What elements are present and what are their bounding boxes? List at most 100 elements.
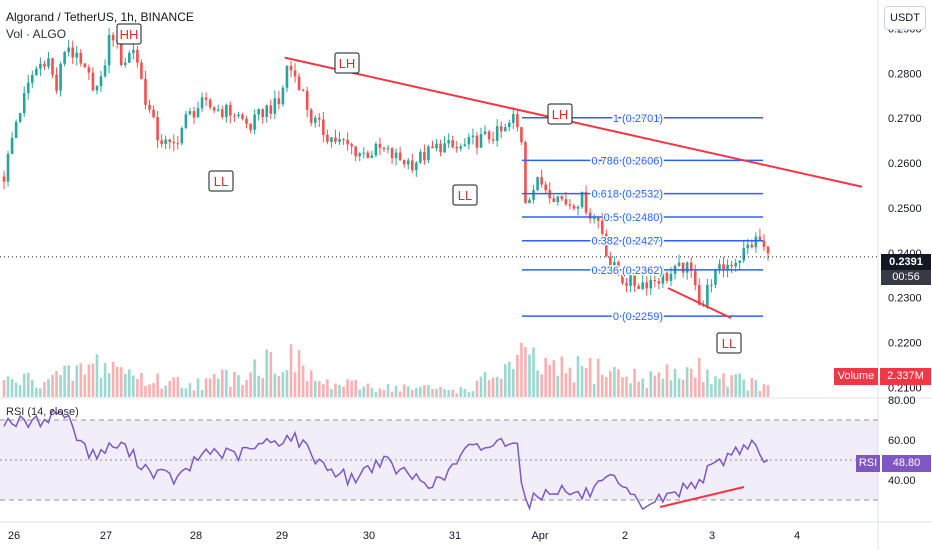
candle-body	[192, 111, 196, 118]
volume-bar	[87, 364, 91, 397]
volume-bar	[564, 373, 568, 397]
candle-body	[225, 104, 228, 117]
volume-bar	[714, 376, 717, 397]
volume-bar	[459, 387, 463, 397]
candle-body	[184, 114, 188, 128]
volume-bar	[661, 378, 665, 397]
candle-body	[605, 233, 608, 257]
volume-bar	[766, 385, 770, 397]
volume-bar	[26, 372, 30, 397]
rsi-divergence-line	[659, 486, 745, 508]
volume-bar	[605, 377, 608, 397]
volume-bar	[702, 382, 705, 397]
candle-body	[483, 131, 487, 135]
candle-body	[22, 93, 26, 114]
candle-body	[6, 153, 10, 182]
volume-bar	[633, 368, 636, 397]
candle-body	[366, 152, 370, 158]
candle-body	[297, 76, 301, 90]
candle-body	[111, 34, 115, 41]
volume-bar	[350, 380, 353, 397]
candle-body	[447, 140, 450, 144]
swing-label-text: LH	[552, 107, 569, 122]
candle-body	[592, 217, 596, 219]
symbol-legend[interactable]: Algorand / TetherUS, 1h, BINANCE	[6, 10, 194, 24]
volume-bar	[609, 371, 612, 397]
candle-body	[479, 134, 483, 148]
candle-body	[657, 281, 661, 284]
currency-button[interactable]: USDT	[884, 6, 926, 30]
volume-bar	[164, 385, 167, 397]
candle-body	[742, 248, 746, 261]
volume-bar	[435, 389, 438, 397]
time-tick-label: 26	[8, 530, 20, 542]
volume-bar	[144, 385, 147, 397]
candle-body	[305, 90, 309, 110]
candle-body	[172, 142, 176, 144]
volume-bar	[370, 387, 374, 397]
price-tick-label: 0.2100	[888, 383, 922, 395]
candle-body	[406, 160, 410, 165]
volume-legend[interactable]: Vol · ALGO	[6, 27, 67, 41]
candle-body	[334, 137, 337, 142]
candle-body	[342, 139, 345, 141]
volume-bar	[140, 373, 143, 397]
volume-bar	[322, 384, 325, 397]
candle-body	[588, 212, 592, 219]
volume-bar	[738, 373, 742, 397]
volume-bar	[402, 384, 406, 397]
candle-body	[499, 126, 503, 132]
candle-body	[689, 262, 693, 271]
candle-body	[613, 262, 616, 266]
volume-bar	[483, 371, 487, 397]
candle-body	[330, 137, 333, 142]
volume-bar	[390, 391, 394, 397]
candle-body	[516, 114, 519, 128]
volume-bar	[621, 377, 624, 397]
candle-body	[59, 63, 62, 91]
candle-body	[99, 76, 103, 87]
fib-level-label: 0.236 (0.2362)	[591, 265, 663, 277]
volume-bar	[406, 386, 410, 397]
rsi-value-tag: 48.80	[882, 455, 931, 472]
candle-body	[265, 105, 269, 118]
candle-body	[495, 126, 499, 141]
candle-body	[697, 285, 701, 305]
descending-trendline	[284, 56, 863, 188]
candle-body	[738, 260, 742, 263]
candle-body	[140, 62, 143, 79]
volume-bar	[512, 369, 515, 397]
volume-bar	[697, 357, 701, 397]
volume-bar	[572, 382, 576, 397]
candle-body	[346, 139, 349, 145]
candle-body	[471, 135, 475, 137]
volume-bar	[83, 374, 87, 397]
volume-bar	[305, 381, 309, 397]
volume-bar	[79, 363, 83, 397]
candle-body	[43, 63, 46, 67]
volume-bar	[71, 380, 75, 397]
volume-bar	[30, 380, 34, 397]
candle-body	[229, 104, 232, 116]
volume-bar	[681, 379, 685, 397]
volume-bar	[216, 378, 220, 397]
price-tick-label: 0.2500	[888, 203, 922, 215]
volume-bar	[293, 372, 297, 397]
fib-level-label: 0.382 (0.2427)	[591, 236, 663, 248]
candle-body	[261, 109, 265, 118]
candle-body	[649, 279, 653, 289]
candle-body	[576, 206, 580, 209]
volume-bar	[148, 384, 151, 397]
candle-body	[766, 246, 770, 254]
candle-body	[693, 270, 697, 286]
volume-bar	[706, 369, 709, 397]
volume-bar	[39, 388, 42, 397]
volume-bar	[693, 377, 697, 397]
volume-bar	[540, 374, 543, 397]
volume-bar	[261, 378, 265, 397]
rsi-legend[interactable]: RSI (14, close)	[6, 406, 79, 418]
candle-body	[556, 196, 560, 203]
candle-body	[160, 140, 163, 144]
candle-body	[293, 70, 297, 77]
candle-body	[318, 117, 321, 120]
